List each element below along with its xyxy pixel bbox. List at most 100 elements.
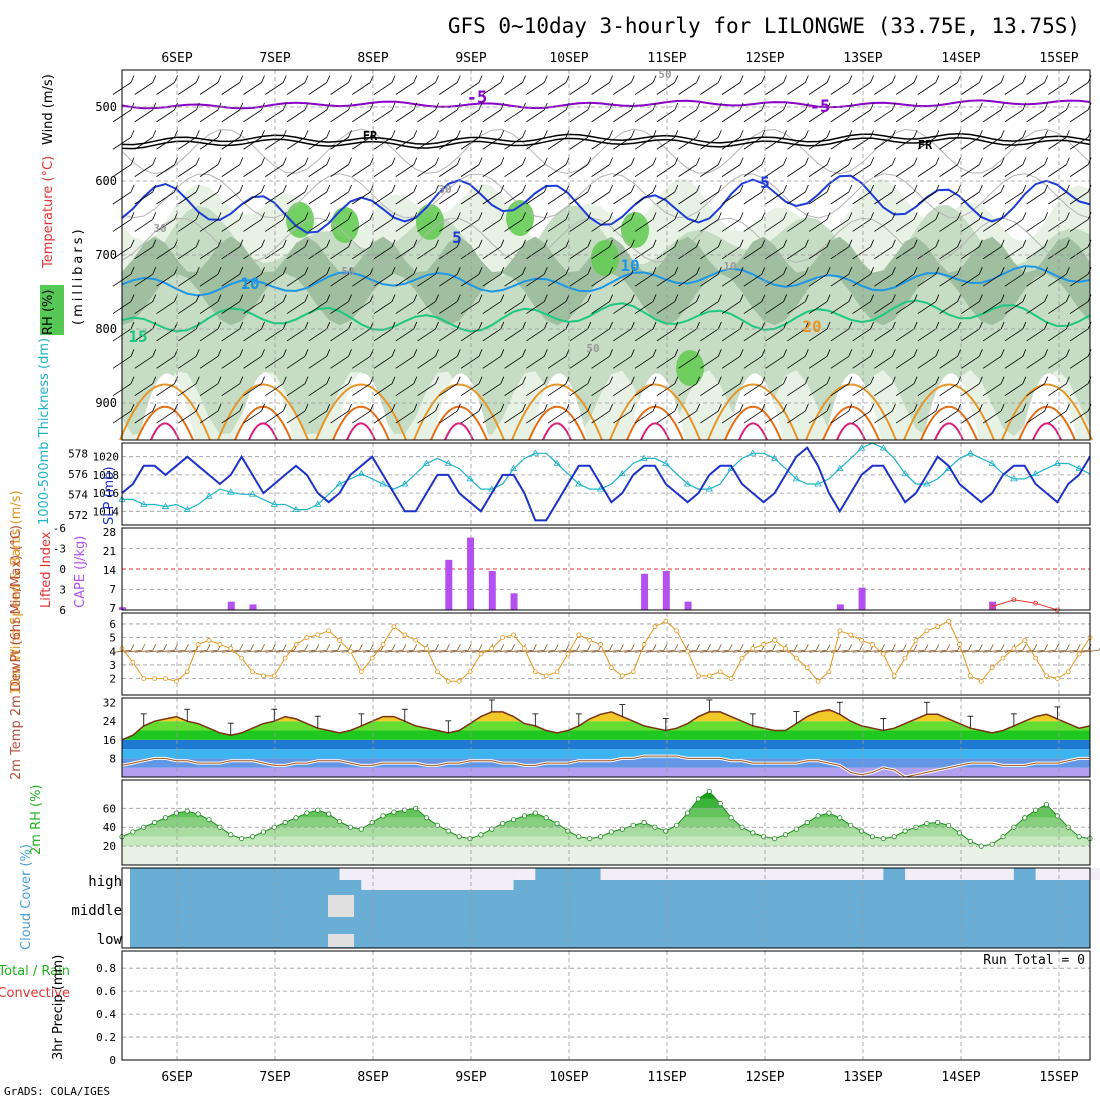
wind-barb — [895, 321, 918, 342]
wind-barb — [569, 212, 592, 232]
wind-speed-point — [761, 642, 767, 647]
wind-barb — [1026, 102, 1048, 123]
pressure-ticks: 500 600 700 800 900 — [95, 100, 117, 410]
wind-barb — [156, 403, 178, 424]
contour-label: 30 — [153, 222, 166, 235]
wind-barb — [286, 267, 309, 287]
top-day-label: 8SEP — [357, 51, 388, 66]
wind-barb — [482, 102, 505, 123]
wind-barb — [700, 267, 722, 287]
temp-frame — [121, 697, 1091, 778]
wind-barb — [547, 239, 570, 260]
wind10m-barb — [428, 644, 450, 653]
wind-barb — [395, 403, 418, 424]
temp-label: 2m Temp 2m DewPt (6hr Min/Max) (°C) — [9, 525, 24, 780]
thickness-marker — [988, 459, 996, 466]
wind-tick-label: 3 — [109, 659, 116, 672]
rh-point — [315, 807, 321, 813]
wind-barb — [961, 130, 983, 150]
wind-barb — [613, 75, 635, 95]
cape-label: CAPE (J/kg) — [73, 536, 88, 608]
wind-barb — [591, 267, 613, 287]
rh-point — [554, 820, 560, 827]
rh-point — [184, 808, 190, 814]
wind-speed-point — [543, 673, 549, 679]
slp-thickness-panel: 578 576 574 572 1020 1018 1016 1014 — [68, 442, 1091, 526]
wind-barb — [547, 349, 570, 369]
precip-tick-label: 0.6 — [96, 985, 116, 998]
wind-speed-point — [1044, 673, 1049, 679]
wind-barb — [743, 321, 766, 342]
wind-barb — [504, 212, 526, 232]
wind-barb — [787, 102, 809, 123]
wind-barb — [895, 75, 918, 95]
wind-barb — [895, 376, 918, 397]
wind-barb — [982, 403, 1005, 424]
wind-barb — [591, 403, 613, 424]
contour-label: 10 — [240, 274, 259, 293]
wind-barb — [678, 157, 700, 177]
wind-speed-point — [870, 642, 875, 647]
wind-barb — [1004, 403, 1027, 424]
wind-barb — [439, 267, 461, 287]
rh-moist-blob — [286, 202, 314, 238]
wind-barb — [569, 267, 592, 287]
thickness-marker — [705, 485, 714, 492]
rh-point — [380, 813, 386, 819]
thickness-line — [122, 442, 1091, 511]
wind-barb — [482, 321, 505, 342]
rh-point — [445, 828, 451, 834]
wind-barb — [917, 294, 940, 314]
contour-20 — [903, 383, 995, 441]
thickness-marker — [1075, 464, 1083, 472]
wind-speed-point — [511, 632, 516, 638]
bottom-day-label: 10SEP — [549, 1070, 588, 1085]
wind-barb — [591, 75, 613, 95]
wind-barb — [1004, 294, 1027, 314]
rh-point — [587, 835, 593, 842]
precip-tick-label: 0.2 — [96, 1031, 116, 1044]
wind-barb — [808, 321, 831, 342]
slp-line — [121, 446, 1091, 522]
wind-barb — [808, 267, 831, 287]
wind-speed-point — [358, 669, 364, 675]
upper-ylabel: RH (%) Temperature (°C) Wind (m/s) (mill… — [40, 74, 86, 335]
wind-barb — [591, 349, 613, 369]
wind-barb — [700, 75, 722, 95]
rh-point — [391, 809, 397, 815]
wind-barb — [439, 376, 461, 397]
wind-speed-point — [1076, 651, 1082, 657]
wind-barb — [1004, 349, 1027, 369]
wind-barb — [373, 294, 396, 314]
wind-barb — [765, 349, 787, 369]
wind-barb — [678, 349, 700, 369]
wind-barb — [417, 349, 439, 369]
temp-tick-label: 16 — [103, 734, 116, 747]
rh-point — [804, 819, 810, 826]
wind-barb — [743, 403, 766, 424]
wind-barb — [221, 349, 244, 369]
wind-barb — [460, 130, 483, 150]
rh-point — [782, 832, 789, 838]
wind-barb — [830, 212, 853, 232]
wind-barb — [417, 212, 439, 232]
contour-label: -5 — [467, 88, 487, 108]
wind10m-label: 10m Wind Speed & Barbs (m/s) — [9, 490, 24, 695]
li-tick-label: 6 — [59, 604, 66, 617]
wind-barb — [221, 294, 244, 314]
wind-barb — [656, 102, 679, 123]
rh-band-70 — [122, 236, 1090, 326]
thickness-marker — [227, 488, 235, 495]
thickness-marker — [183, 505, 191, 513]
wind10m-barb — [1037, 644, 1059, 653]
temp-band — [122, 739, 1090, 750]
wind-barb — [330, 239, 352, 260]
wind-barb — [395, 376, 418, 397]
wind-barb — [1048, 403, 1070, 424]
wind-barb — [569, 349, 592, 369]
wind-speed-point — [826, 669, 832, 675]
pressure-tick-label: 700 — [95, 248, 117, 262]
wind-barb — [569, 376, 592, 397]
wind-barb — [265, 157, 287, 177]
